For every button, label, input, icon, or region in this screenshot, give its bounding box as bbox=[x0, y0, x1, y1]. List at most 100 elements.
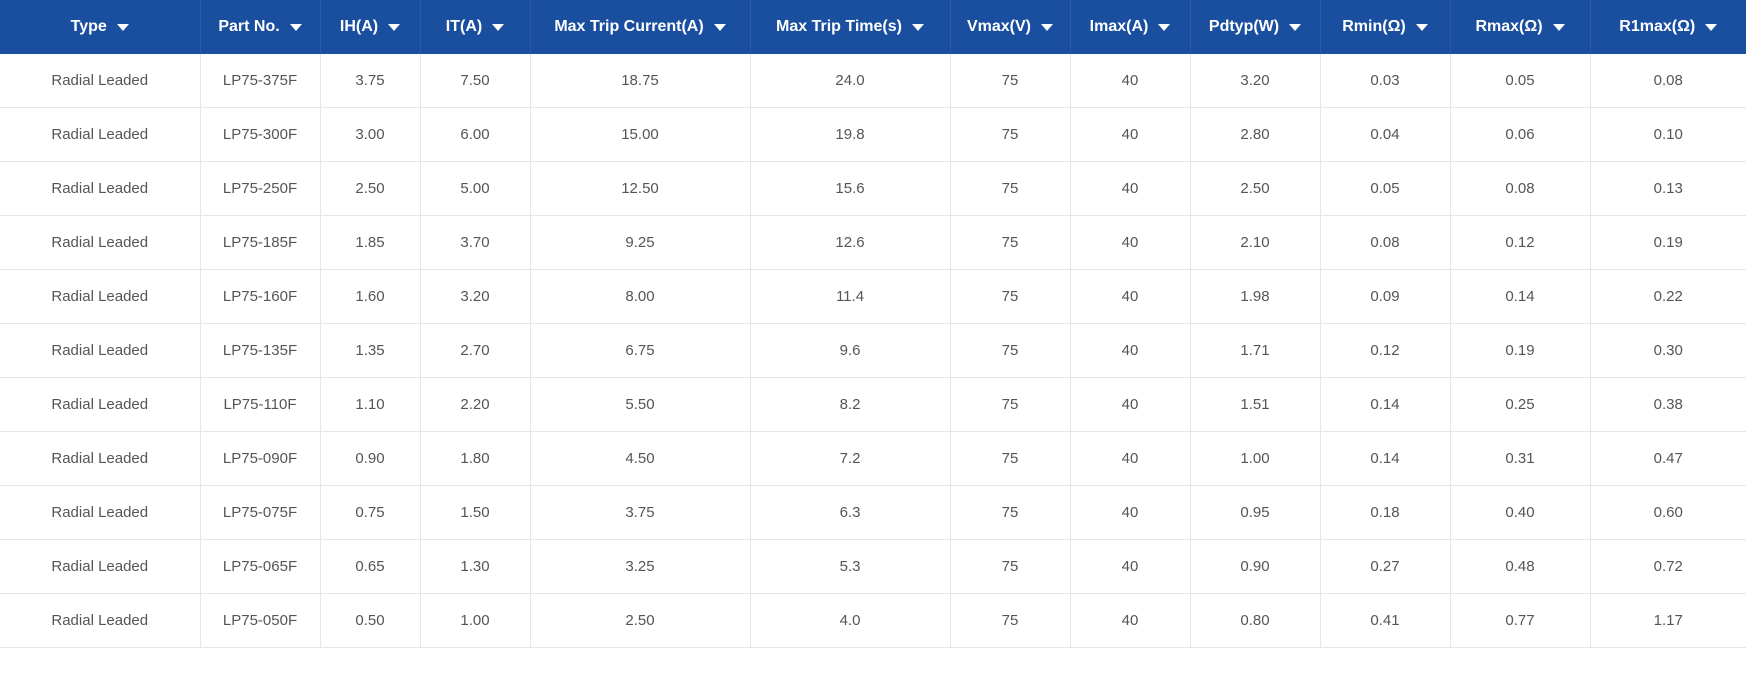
sort-desc-icon[interactable] bbox=[1289, 24, 1301, 31]
sort-desc-icon[interactable] bbox=[388, 24, 400, 31]
table-row: Radial LeadedLP75-075F0.751.503.756.3754… bbox=[0, 486, 1746, 540]
cell-r3-c2: 1.85 bbox=[320, 216, 420, 270]
cell-r5-c11: 0.30 bbox=[1590, 324, 1746, 378]
cell-r0-c6: 75 bbox=[950, 54, 1070, 108]
column-label: Rmax(Ω) bbox=[1475, 18, 1542, 36]
cell-r9-c8: 0.90 bbox=[1190, 540, 1320, 594]
sort-desc-icon[interactable] bbox=[912, 24, 924, 31]
cell-r3-c6: 75 bbox=[950, 216, 1070, 270]
column-label: Max Trip Current(A) bbox=[554, 18, 703, 36]
cell-r9-c11: 0.72 bbox=[1590, 540, 1746, 594]
table-row: Radial LeadedLP75-375F3.757.5018.7524.07… bbox=[0, 54, 1746, 108]
column-header-10[interactable]: Rmax(Ω) bbox=[1450, 0, 1590, 54]
cell-r7-c1: LP75-090F bbox=[200, 432, 320, 486]
column-label: IH(A) bbox=[340, 18, 378, 36]
cell-r10-c10: 0.77 bbox=[1450, 594, 1590, 648]
column-header-4[interactable]: Max Trip Current(A) bbox=[530, 0, 750, 54]
cell-r9-c6: 75 bbox=[950, 540, 1070, 594]
sort-desc-icon[interactable] bbox=[1553, 24, 1565, 31]
cell-r4-c0: Radial Leaded bbox=[0, 270, 200, 324]
cell-r1-c0: Radial Leaded bbox=[0, 108, 200, 162]
cell-r8-c10: 0.40 bbox=[1450, 486, 1590, 540]
cell-r9-c2: 0.65 bbox=[320, 540, 420, 594]
column-header-8[interactable]: Pdtyp(W) bbox=[1190, 0, 1320, 54]
cell-r4-c8: 1.98 bbox=[1190, 270, 1320, 324]
cell-r3-c1: LP75-185F bbox=[200, 216, 320, 270]
cell-r7-c6: 75 bbox=[950, 432, 1070, 486]
cell-r8-c2: 0.75 bbox=[320, 486, 420, 540]
cell-r9-c7: 40 bbox=[1070, 540, 1190, 594]
cell-r8-c4: 3.75 bbox=[530, 486, 750, 540]
cell-r4-c11: 0.22 bbox=[1590, 270, 1746, 324]
sort-desc-icon[interactable] bbox=[290, 24, 302, 31]
table-row: Radial LeadedLP75-250F2.505.0012.5015.67… bbox=[0, 162, 1746, 216]
cell-r8-c0: Radial Leaded bbox=[0, 486, 200, 540]
column-header-7[interactable]: Imax(A) bbox=[1070, 0, 1190, 54]
cell-r6-c2: 1.10 bbox=[320, 378, 420, 432]
cell-r0-c5: 24.0 bbox=[750, 54, 950, 108]
cell-r5-c5: 9.6 bbox=[750, 324, 950, 378]
sort-desc-icon[interactable] bbox=[1705, 24, 1717, 31]
cell-r5-c8: 1.71 bbox=[1190, 324, 1320, 378]
sort-desc-icon[interactable] bbox=[1041, 24, 1053, 31]
column-label: Vmax(V) bbox=[967, 18, 1031, 36]
column-header-1[interactable]: Part No. bbox=[200, 0, 320, 54]
cell-r6-c10: 0.25 bbox=[1450, 378, 1590, 432]
column-header-0[interactable]: Type bbox=[0, 0, 200, 54]
column-header-6[interactable]: Vmax(V) bbox=[950, 0, 1070, 54]
cell-r0-c2: 3.75 bbox=[320, 54, 420, 108]
column-label: Pdtyp(W) bbox=[1209, 18, 1279, 36]
sort-desc-icon[interactable] bbox=[492, 24, 504, 31]
cell-r0-c10: 0.05 bbox=[1450, 54, 1590, 108]
cell-r2-c9: 0.05 bbox=[1320, 162, 1450, 216]
cell-r1-c3: 6.00 bbox=[420, 108, 530, 162]
cell-r6-c6: 75 bbox=[950, 378, 1070, 432]
cell-r6-c1: LP75-110F bbox=[200, 378, 320, 432]
column-label: Max Trip Time(s) bbox=[776, 18, 902, 36]
cell-r2-c10: 0.08 bbox=[1450, 162, 1590, 216]
cell-r0-c8: 3.20 bbox=[1190, 54, 1320, 108]
table-row: Radial LeadedLP75-160F1.603.208.0011.475… bbox=[0, 270, 1746, 324]
cell-r3-c10: 0.12 bbox=[1450, 216, 1590, 270]
table-row: Radial LeadedLP75-050F0.501.002.504.0754… bbox=[0, 594, 1746, 648]
table-row: Radial LeadedLP75-300F3.006.0015.0019.87… bbox=[0, 108, 1746, 162]
column-label: Imax(A) bbox=[1090, 18, 1149, 36]
cell-r3-c8: 2.10 bbox=[1190, 216, 1320, 270]
column-label: R1max(Ω) bbox=[1619, 18, 1695, 36]
cell-r6-c3: 2.20 bbox=[420, 378, 530, 432]
column-header-11[interactable]: R1max(Ω) bbox=[1590, 0, 1746, 54]
cell-r0-c7: 40 bbox=[1070, 54, 1190, 108]
column-header-5[interactable]: Max Trip Time(s) bbox=[750, 0, 950, 54]
cell-r3-c0: Radial Leaded bbox=[0, 216, 200, 270]
column-label: Rmin(Ω) bbox=[1342, 18, 1405, 36]
cell-r9-c0: Radial Leaded bbox=[0, 540, 200, 594]
spec-table: TypePart No. IH(A) IT(A) Max Trip Current(A… bbox=[0, 0, 1746, 648]
sort-desc-icon[interactable] bbox=[1416, 24, 1428, 31]
cell-r2-c8: 2.50 bbox=[1190, 162, 1320, 216]
column-header-2[interactable]: IH(A) bbox=[320, 0, 420, 54]
cell-r6-c0: Radial Leaded bbox=[0, 378, 200, 432]
cell-r5-c0: Radial Leaded bbox=[0, 324, 200, 378]
cell-r7-c5: 7.2 bbox=[750, 432, 950, 486]
cell-r2-c3: 5.00 bbox=[420, 162, 530, 216]
cell-r4-c4: 8.00 bbox=[530, 270, 750, 324]
cell-r3-c3: 3.70 bbox=[420, 216, 530, 270]
cell-r8-c11: 0.60 bbox=[1590, 486, 1746, 540]
sort-desc-icon[interactable] bbox=[714, 24, 726, 31]
cell-r9-c9: 0.27 bbox=[1320, 540, 1450, 594]
cell-r9-c5: 5.3 bbox=[750, 540, 950, 594]
cell-r7-c7: 40 bbox=[1070, 432, 1190, 486]
cell-r5-c4: 6.75 bbox=[530, 324, 750, 378]
cell-r10-c3: 1.00 bbox=[420, 594, 530, 648]
cell-r8-c7: 40 bbox=[1070, 486, 1190, 540]
sort-desc-icon[interactable] bbox=[1158, 24, 1170, 31]
column-header-9[interactable]: Rmin(Ω) bbox=[1320, 0, 1450, 54]
cell-r1-c1: LP75-300F bbox=[200, 108, 320, 162]
sort-desc-icon[interactable] bbox=[117, 24, 129, 31]
cell-r4-c3: 3.20 bbox=[420, 270, 530, 324]
cell-r3-c11: 0.19 bbox=[1590, 216, 1746, 270]
column-header-3[interactable]: IT(A) bbox=[420, 0, 530, 54]
cell-r10-c6: 75 bbox=[950, 594, 1070, 648]
cell-r6-c11: 0.38 bbox=[1590, 378, 1746, 432]
cell-r6-c8: 1.51 bbox=[1190, 378, 1320, 432]
